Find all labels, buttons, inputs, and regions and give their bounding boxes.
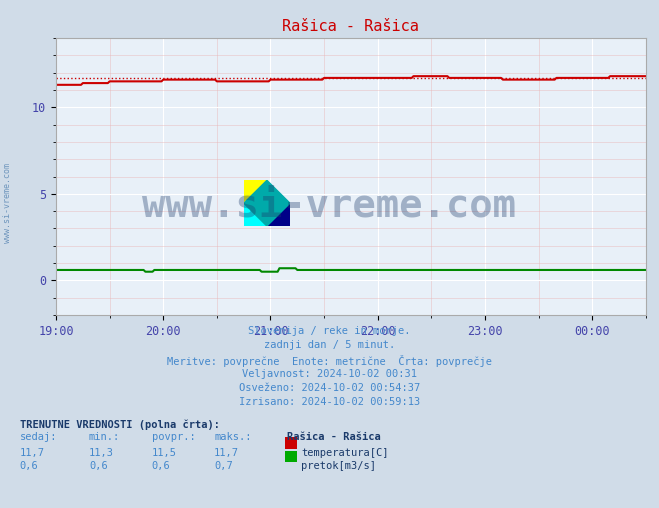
Bar (244, 180, 267, 203)
Text: zadnji dan / 5 minut.: zadnji dan / 5 minut. (264, 340, 395, 351)
Text: Osveženo: 2024-10-02 00:54:37: Osveženo: 2024-10-02 00:54:37 (239, 383, 420, 393)
Title: Rašica - Rašica: Rašica - Rašica (283, 19, 419, 34)
Text: Meritve: povprečne  Enote: metrične  Črta: povprečje: Meritve: povprečne Enote: metrične Črta:… (167, 355, 492, 367)
Text: 11,7: 11,7 (20, 448, 45, 458)
Text: temperatura[C]: temperatura[C] (301, 448, 389, 458)
Text: 11,3: 11,3 (89, 448, 114, 458)
Text: www.si-vreme.com: www.si-vreme.com (142, 187, 517, 225)
Polygon shape (267, 203, 290, 226)
Text: www.si-vreme.com: www.si-vreme.com (3, 163, 13, 243)
Text: min.:: min.: (89, 432, 120, 442)
Text: Izrisano: 2024-10-02 00:59:13: Izrisano: 2024-10-02 00:59:13 (239, 397, 420, 407)
Text: 0,6: 0,6 (152, 461, 170, 471)
Text: Rašica - Rašica: Rašica - Rašica (287, 432, 380, 442)
Polygon shape (244, 180, 290, 226)
Text: povpr.:: povpr.: (152, 432, 195, 442)
Text: 0,6: 0,6 (89, 461, 107, 471)
Text: 0,6: 0,6 (20, 461, 38, 471)
Text: 11,5: 11,5 (152, 448, 177, 458)
Text: 0,7: 0,7 (214, 461, 233, 471)
Text: pretok[m3/s]: pretok[m3/s] (301, 461, 376, 471)
Text: maks.:: maks.: (214, 432, 252, 442)
Text: sedaj:: sedaj: (20, 432, 57, 442)
Text: Slovenija / reke in morje.: Slovenija / reke in morje. (248, 326, 411, 336)
Polygon shape (244, 203, 267, 226)
Text: Veljavnost: 2024-10-02 00:31: Veljavnost: 2024-10-02 00:31 (242, 369, 417, 379)
Text: TRENUTNE VREDNOSTI (polna črta):: TRENUTNE VREDNOSTI (polna črta): (20, 419, 219, 430)
Text: 11,7: 11,7 (214, 448, 239, 458)
